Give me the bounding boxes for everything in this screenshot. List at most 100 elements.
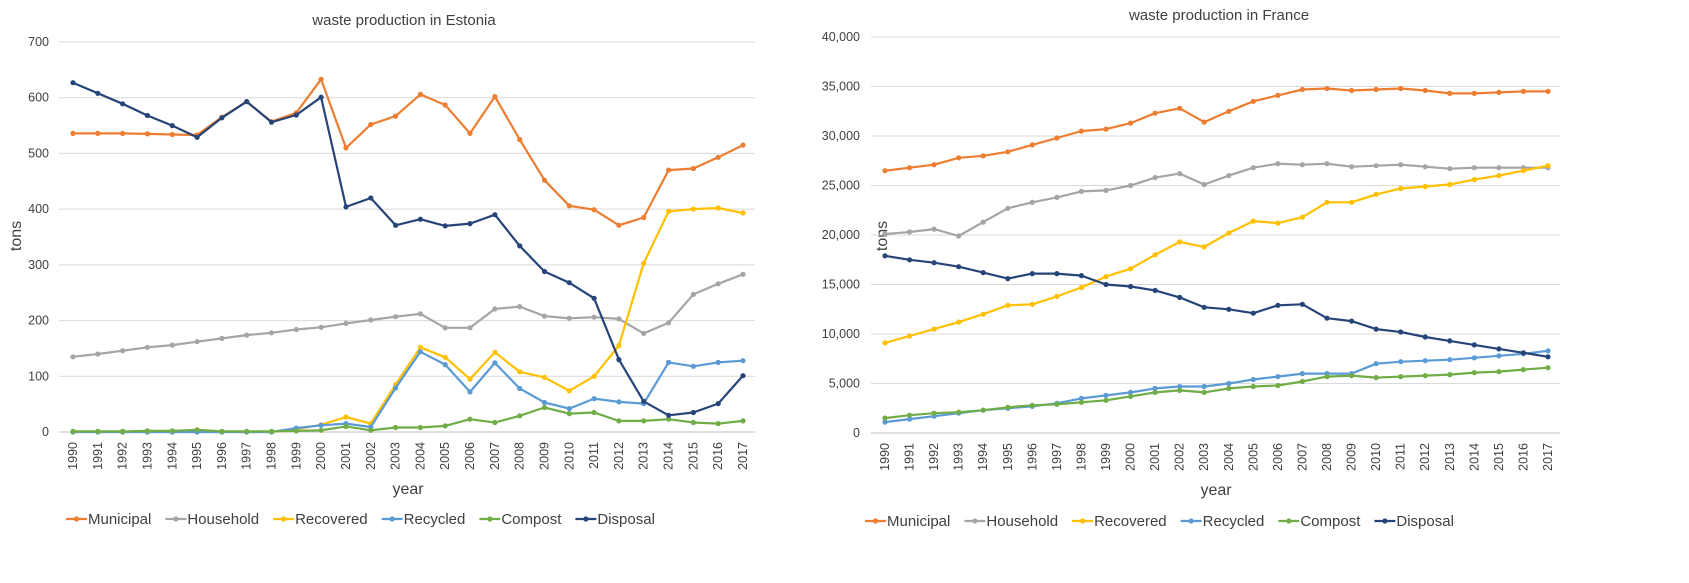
france-household-point [1324, 161, 1330, 167]
france-x-tick-label: 1999 [1099, 443, 1113, 471]
estonia-disposal-point [666, 412, 672, 418]
france-legend-recovered-marker [1079, 518, 1086, 524]
estonia-legend-disposal-label: Disposal [597, 511, 655, 528]
estonia-chart-title: waste production in Estonia [311, 12, 496, 29]
estonia-compost-point [343, 423, 349, 429]
estonia-disposal-point [417, 216, 423, 222]
france-recovered-point [1496, 173, 1502, 179]
france-y-tick-label: 40,000 [822, 30, 860, 44]
france-municipal-line [884, 87, 1548, 172]
france-household-point [1128, 182, 1134, 189]
estonia-disposal-point [492, 212, 498, 218]
estonia-x-tick-label: 1990 [66, 442, 80, 470]
estonia-compost-point [169, 428, 175, 434]
france-recycled-point [1152, 385, 1158, 391]
france-household-point [1054, 194, 1060, 200]
estonia-chart: waste production in Estonia tons year 0 1… [8, 12, 755, 528]
france-disposal-point [1398, 329, 1404, 335]
france-disposal-point [1520, 350, 1526, 356]
estonia-disposal-point [169, 123, 175, 129]
france-municipal-point [1226, 108, 1232, 114]
france-recovered-point [1128, 266, 1134, 272]
estonia-legend-municipal: Municipal [66, 511, 151, 528]
france-recovered-point [1226, 230, 1232, 236]
estonia-compost-point [641, 418, 647, 424]
france-recycled-point [907, 416, 913, 422]
france-disposal-point [1250, 310, 1256, 316]
france-x-tick-label: 2003 [1197, 443, 1211, 471]
france-x-axis-label: year [1200, 482, 1232, 499]
france-legend-household-marker [972, 518, 978, 524]
estonia-disposal-point [442, 223, 448, 229]
estonia-x-tick-label: 2010 [562, 442, 576, 470]
france-disposal-point [956, 264, 962, 270]
france-municipal-point [1054, 135, 1060, 141]
france-recovered-point [1299, 214, 1305, 220]
estonia-household-point [70, 354, 76, 360]
france-disposal-point [907, 257, 913, 263]
estonia-recovered-point [467, 376, 473, 382]
france-x-tick-label: 2013 [1443, 443, 1457, 471]
france-x-tick-label: 1998 [1074, 443, 1088, 471]
france-disposal-point [1128, 283, 1134, 290]
france-x-tick-label: 2000 [1124, 443, 1138, 471]
france-compost-point [956, 409, 962, 415]
estonia-recovered-point [417, 344, 423, 350]
estonia-disposal-point [715, 401, 721, 407]
france-legend: Municipal Household Recovered Recycled Compo… [865, 513, 1454, 530]
france-municipal-point [1029, 142, 1035, 148]
france-legend-compost: Compost [1278, 513, 1361, 530]
france-household-point [980, 219, 986, 225]
estonia-x-tick-label: 2013 [637, 442, 651, 470]
france-household-point [1349, 164, 1355, 170]
france-household-point [1226, 173, 1232, 179]
france-y-tick-label: 35,000 [822, 80, 860, 94]
france-household-point [1447, 166, 1453, 172]
estonia-recovered-point [541, 374, 548, 380]
france-compost-point [1103, 397, 1109, 403]
france-recycled-point [1128, 389, 1134, 395]
estonia-municipal-point [541, 177, 548, 183]
france-compost-point [882, 415, 888, 421]
estonia-municipal-point [641, 214, 647, 221]
france-recycled-point [1201, 383, 1207, 390]
estonia-x-tick-label: 1997 [240, 442, 254, 470]
france-compost-line [884, 366, 1549, 420]
estonia-compost-point [442, 423, 448, 429]
estonia-x-tick-label: 2014 [662, 442, 676, 470]
france-disposal-point [1054, 271, 1060, 277]
estonia-compost-point [194, 427, 200, 433]
france-recovered-point [1447, 181, 1453, 188]
estonia-legend-household-marker [173, 516, 179, 522]
france-compost-point [1496, 369, 1502, 375]
estonia-disposal-point [591, 295, 597, 301]
france-disposal-point [1471, 342, 1477, 348]
estonia-municipal-point [95, 130, 101, 136]
estonia-household-point [467, 325, 473, 331]
france-municipal-point [907, 165, 913, 171]
france-legend-household: Household [964, 513, 1058, 530]
france-disposal-point [1349, 318, 1355, 324]
france-recycled-point [1250, 376, 1256, 383]
france-x-tick-label: 1991 [903, 443, 917, 471]
estonia-y-tick-label: 0 [42, 425, 49, 439]
france-household-point [956, 233, 962, 239]
france-disposal-point [1299, 301, 1305, 307]
france-disposal-point [1373, 326, 1379, 332]
estonia-recycled-point [616, 399, 622, 405]
france-municipal-point [1471, 90, 1477, 96]
france-y-tick-label: 20,000 [822, 228, 860, 242]
france-municipal-point [1422, 87, 1428, 94]
france-recovered-point [907, 333, 913, 339]
estonia-x-tick-label: 1995 [190, 442, 204, 470]
estonia-legend-recovered: Recovered [273, 511, 368, 528]
estonia-household-point [641, 330, 647, 336]
estonia-legend-municipal-label: Municipal [88, 511, 151, 528]
france-municipal-point [1299, 86, 1305, 93]
france-disposal-point [1275, 302, 1281, 308]
france-recovered-point [1152, 252, 1158, 258]
estonia-municipal-point [144, 131, 150, 137]
estonia-household-point [566, 315, 572, 321]
estonia-household-point [194, 339, 200, 345]
estonia-compost-point [293, 428, 299, 434]
